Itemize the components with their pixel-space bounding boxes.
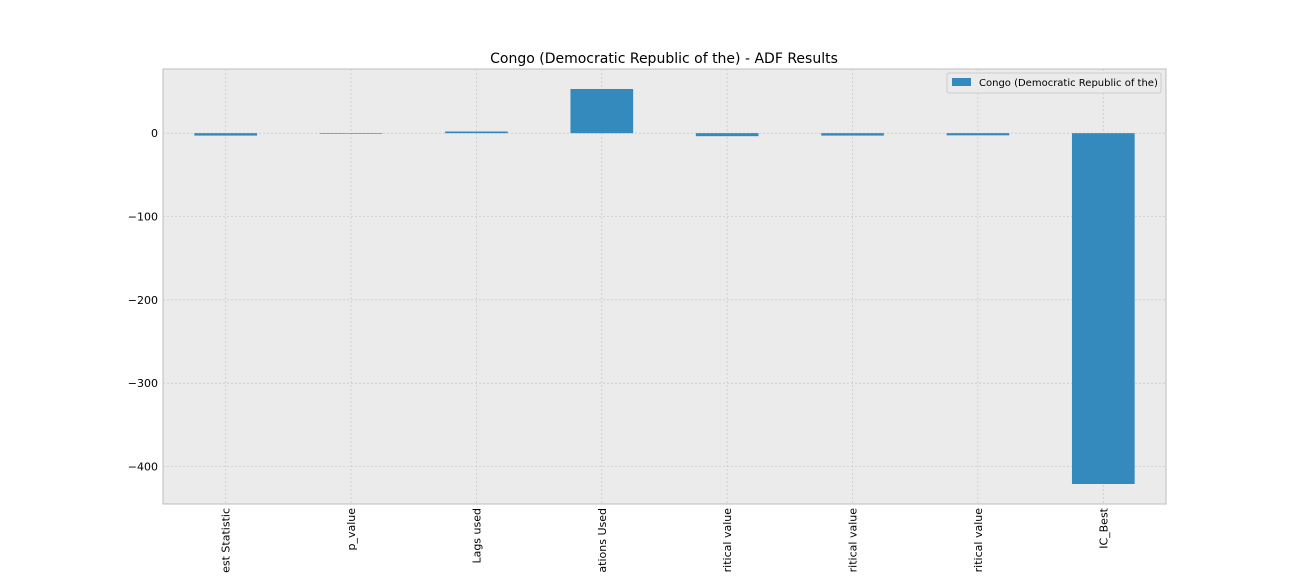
bars — [194, 89, 1135, 484]
y-axis-ticks: 0 −100 −200 −300 −400 — [128, 127, 158, 473]
plot-area — [162, 68, 1167, 505]
bar — [319, 133, 383, 134]
y-tick-label: −400 — [128, 461, 158, 474]
bar — [194, 133, 258, 136]
y-tick-label: −300 — [128, 377, 158, 390]
bar — [445, 131, 508, 134]
bar — [1071, 133, 1135, 484]
legend-label: Congo (Democratic Republic of the) — [979, 78, 1158, 89]
x-tick-label: ritical value — [847, 508, 860, 573]
x-tick-label: Lags used — [470, 508, 483, 564]
legend-box — [946, 72, 1162, 94]
x-axis-ticks: est Statistic p_value Lags used ations Used… — [220, 507, 1111, 573]
chart-title: Congo (Democratic Republic of the) - ADF… — [490, 51, 838, 67]
bar — [821, 133, 884, 136]
y-tick-label: 0 — [151, 127, 158, 140]
bar — [946, 133, 1010, 136]
bar — [695, 133, 759, 137]
x-tick-label: p_value — [345, 508, 358, 551]
legend-swatch — [952, 78, 971, 86]
x-tick-label: IC_Best — [1097, 507, 1110, 548]
y-tick-label: −100 — [128, 211, 158, 224]
bar — [570, 89, 634, 134]
legend[interactable]: Congo (Democratic Republic of the) — [946, 72, 1162, 94]
x-tick-label: ritical value — [972, 508, 985, 573]
x-tick-label: ritical value — [721, 508, 734, 573]
x-tick-label: est Statistic — [220, 508, 233, 573]
x-tick-label: ations Used — [596, 508, 609, 573]
y-tick-label: −200 — [128, 294, 158, 307]
